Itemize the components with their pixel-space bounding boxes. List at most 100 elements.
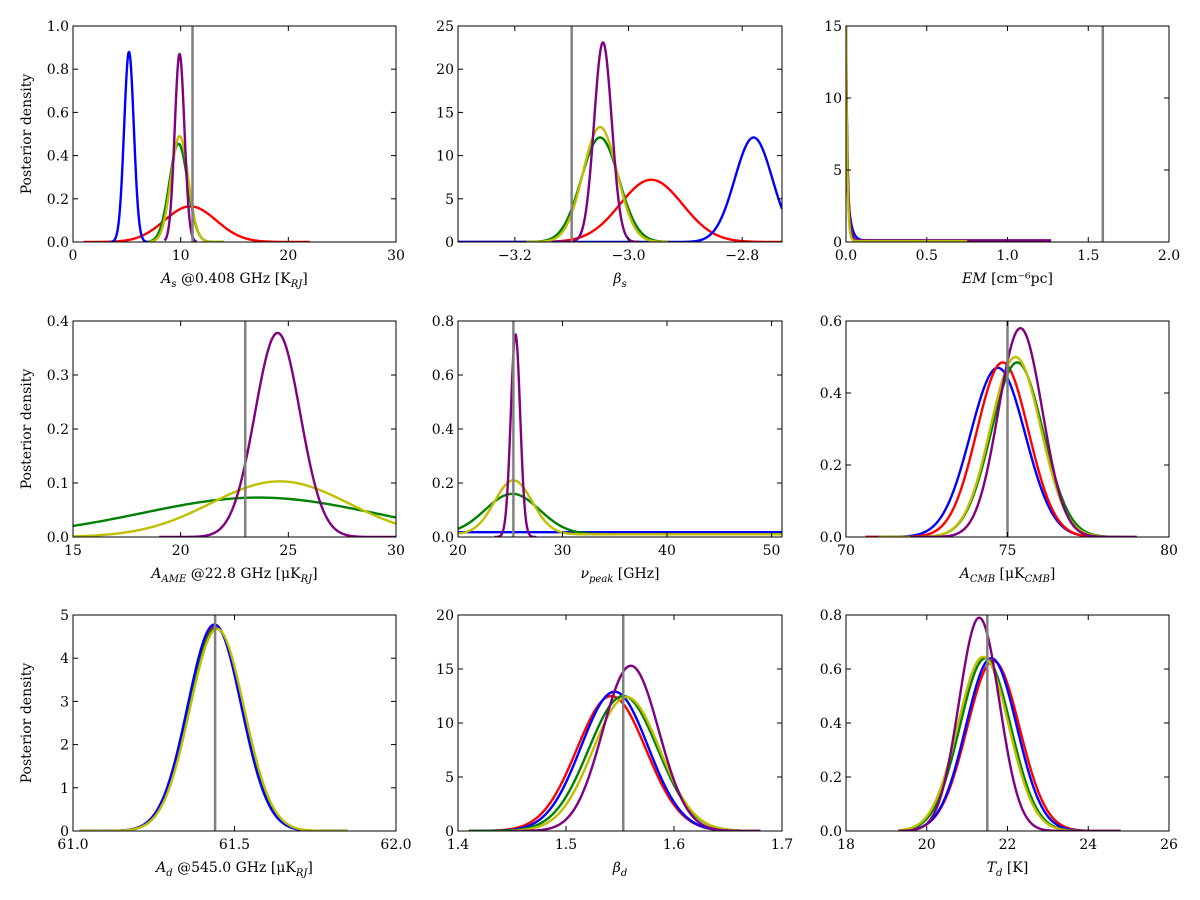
y-tick-label: 0.8 xyxy=(820,608,842,624)
y-tick-label: 5 xyxy=(833,163,842,179)
y-tick-label: 3 xyxy=(60,694,69,710)
series-line-4 xyxy=(525,125,669,242)
x-axis-label: ACMB [μKCMB] xyxy=(958,566,1056,585)
series-line-2 xyxy=(865,361,1121,537)
series-line-2 xyxy=(468,690,761,831)
y-tick-label: 5 xyxy=(445,192,454,208)
y-tick-label: 0.0 xyxy=(47,530,69,546)
subplot-4: 15 20 25 30 0.0 0.1 0.2 0.3 0.4 AAME @22.8 GHz [μ… xyxy=(19,314,405,585)
series-line-2 xyxy=(79,626,348,831)
series-line-3 xyxy=(468,694,761,831)
x-axis-label: βd xyxy=(612,860,628,879)
y-tick-label: 10 xyxy=(824,91,842,107)
x-tick-label: 18 xyxy=(837,837,855,853)
series-line-3 xyxy=(846,26,1052,242)
x-tick-label: 1.0 xyxy=(996,248,1018,264)
x-tick-label: −3.2 xyxy=(498,248,532,264)
y-tick-label: 15 xyxy=(436,662,454,678)
axes-frame xyxy=(457,614,783,832)
series-line-2 xyxy=(458,136,782,242)
x-tick-label: 0.0 xyxy=(835,248,857,264)
x-tick-label: −2.8 xyxy=(725,248,759,264)
y-tick-label: 0.4 xyxy=(820,716,842,732)
y-tick-label: 0 xyxy=(60,824,69,840)
series-line-2 xyxy=(898,657,1121,831)
y-tick-label: 0.6 xyxy=(432,368,454,384)
y-tick-label: 25 xyxy=(436,19,454,35)
axes-frame xyxy=(72,25,397,243)
y-tick-label: 0 xyxy=(445,235,454,251)
subplot-7: 61.0 61.5 62.0 0 1 2 3 4 5 Ad @545.0 GHz [μKRJ] Po… xyxy=(19,608,412,879)
y-axis-label: Posterior density xyxy=(19,74,35,195)
axes-frame xyxy=(457,25,783,243)
x-tick-label: 20 xyxy=(279,248,297,264)
x-axis-label: Td [K] xyxy=(987,860,1029,879)
series-line-3 xyxy=(458,479,782,536)
x-tick-label: 75 xyxy=(999,543,1017,559)
plot-area xyxy=(79,615,348,831)
x-tick-label: 15 xyxy=(64,543,82,559)
x-axis-label: EM [cm⁻⁶pc] xyxy=(961,271,1053,287)
plot-area xyxy=(865,321,1137,537)
series-line-1 xyxy=(865,366,1121,537)
x-tick-label: 24 xyxy=(1079,837,1097,853)
y-tick-label: 0 xyxy=(833,235,842,251)
y-tick-label: 2 xyxy=(60,738,69,754)
x-tick-label: 10 xyxy=(172,248,190,264)
y-tick-label: 4 xyxy=(60,651,69,667)
y-tick-label: 0.2 xyxy=(432,476,454,492)
x-tick-label: 2.0 xyxy=(1158,248,1180,264)
y-tick-label: 0.8 xyxy=(47,62,69,78)
series-line-4 xyxy=(511,695,761,831)
x-tick-label: 26 xyxy=(1160,837,1178,853)
subplot-5: 20 30 40 50 0.0 0.2 0.4 0.6 0.8 νpeak [GHz] xyxy=(432,314,783,585)
plot-area xyxy=(458,321,782,537)
series-line-4 xyxy=(493,333,538,537)
y-tick-label: 1 xyxy=(60,781,69,797)
x-tick-label: 1.4 xyxy=(447,837,469,853)
subplot-3: 0.0 0.5 1.0 1.5 2.0 0 5 10 15 EM [cm⁻⁶pc] xyxy=(824,19,1180,287)
series-line-3 xyxy=(158,331,396,537)
x-axis-label: νpeak [GHz] xyxy=(580,566,659,585)
series-line-3 xyxy=(79,623,348,831)
series-line-3 xyxy=(898,657,1121,831)
y-tick-label: 15 xyxy=(824,19,842,35)
y-tick-label: 0.0 xyxy=(820,530,842,546)
y-tick-label: 0.6 xyxy=(820,314,842,330)
series-line-3 xyxy=(525,136,669,242)
y-tick-label: 5 xyxy=(445,770,454,786)
subplot-6: 70 75 80 0.0 0.2 0.4 0.6 ACMB [μKCMB] xyxy=(820,314,1178,585)
y-tick-label: 0.0 xyxy=(820,824,842,840)
series-line-5 xyxy=(511,664,761,831)
x-axis-label: Ad @545.0 GHz [μKRJ] xyxy=(154,860,313,879)
x-tick-label: 40 xyxy=(658,543,676,559)
x-tick-label: 61.0 xyxy=(57,837,88,853)
x-tick-label: 30 xyxy=(387,248,405,264)
series-line-4 xyxy=(898,655,1121,831)
x-tick-label: 50 xyxy=(763,543,781,559)
plot-area xyxy=(468,615,761,831)
plot-area xyxy=(458,26,782,242)
x-axis-label: AAME @22.8 GHz [μKRJ] xyxy=(149,566,317,585)
x-tick-label: 30 xyxy=(387,543,405,559)
y-tick-label: 0.0 xyxy=(432,530,454,546)
subplot-2: −3.2 −3.0 −2.8 0 5 10 15 20 25 βs xyxy=(436,19,783,290)
x-tick-label: 1.5 xyxy=(555,837,577,853)
y-tick-label: 0.4 xyxy=(47,314,69,330)
y-tick-label: 0.8 xyxy=(432,314,454,330)
series-line-1 xyxy=(898,659,1121,831)
axes-frame xyxy=(72,614,397,832)
x-tick-label: 0 xyxy=(69,248,78,264)
plot-area xyxy=(846,26,1105,242)
y-tick-label: 5 xyxy=(60,608,69,624)
series-line-4 xyxy=(846,26,968,242)
x-tick-label: 80 xyxy=(1160,543,1178,559)
y-tick-label: 0.2 xyxy=(47,422,69,438)
x-tick-label: 1.7 xyxy=(771,837,793,853)
y-tick-label: 20 xyxy=(436,608,454,624)
y-tick-label: 10 xyxy=(436,716,454,732)
y-tick-label: 20 xyxy=(436,62,454,78)
y-axis-label: Posterior density xyxy=(19,663,35,784)
subplot-1: 0 10 20 30 0.0 0.2 0.4 0.6 0.8 1.0 As @0.408 GHz [… xyxy=(19,19,405,290)
